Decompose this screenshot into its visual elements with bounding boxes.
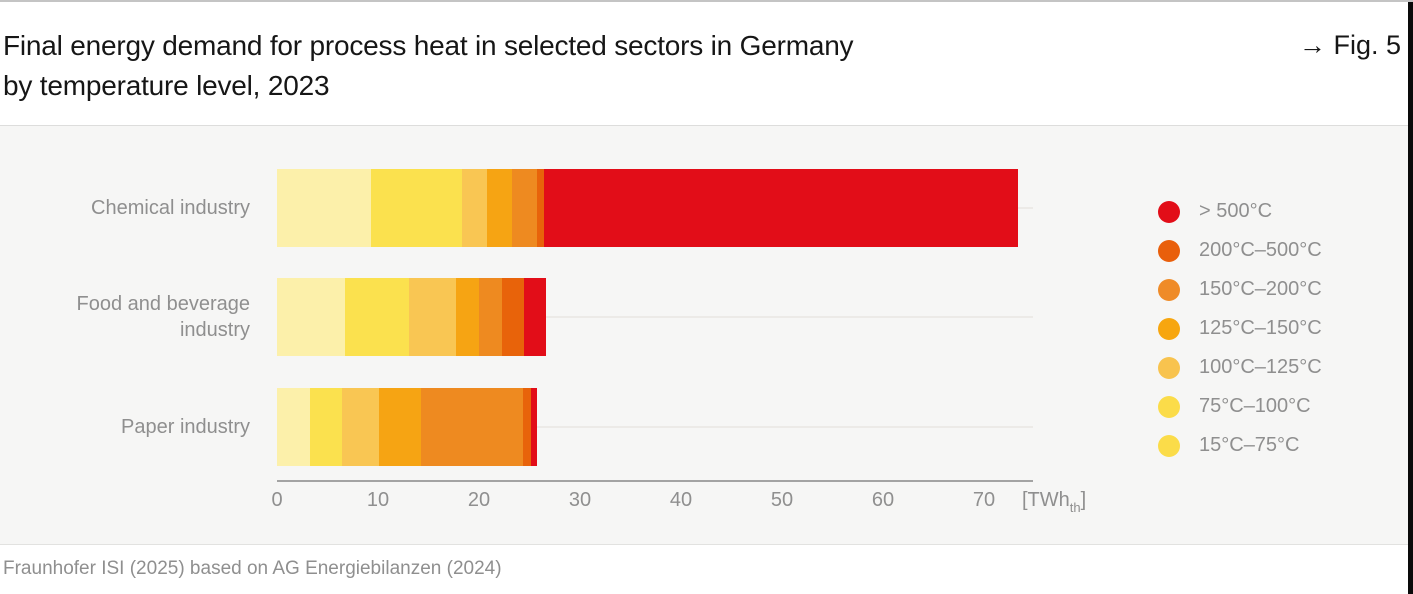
unit-prefix: [TWh <box>1022 489 1070 511</box>
legend-color-dot-icon <box>1158 200 1180 223</box>
legend-label: 150°C–200°C <box>1199 278 1322 300</box>
x-axis-tick-label: 0 <box>271 489 283 511</box>
bar-food-and-beverage-industry <box>277 278 546 356</box>
unit-subscript: th <box>1069 500 1081 515</box>
legend-row: 75°C–100°C <box>1158 387 1322 426</box>
legend-row: > 500°C <box>1158 192 1322 231</box>
legend-row: 150°C–200°C <box>1158 270 1322 309</box>
legend-row: 15°C–75°C <box>1158 426 1322 465</box>
bar-paper-industry <box>277 388 537 466</box>
right-edge-black-bar <box>1408 2 1413 594</box>
bar-segment <box>277 388 311 466</box>
bar-segment <box>461 169 488 247</box>
row-gridline <box>277 426 1033 428</box>
x-axis-tick-label: 70 <box>972 489 996 511</box>
x-axis-tick-label: 10 <box>366 489 390 511</box>
bar-segment <box>524 278 546 356</box>
x-axis-tick-label: 60 <box>871 489 895 511</box>
legend-row: 100°C–125°C <box>1158 348 1322 387</box>
legend-color-dot-icon <box>1158 317 1180 340</box>
bar-segment <box>370 169 462 247</box>
legend-label: 200°C–500°C <box>1199 239 1322 261</box>
bar-segment <box>523 388 532 466</box>
x-axis-line <box>277 480 1033 482</box>
x-axis-tick-label: 20 <box>467 489 491 511</box>
x-axis-tick-label: 50 <box>770 489 794 511</box>
unit-suffix: ] <box>1080 489 1087 511</box>
row-gridline <box>277 316 1033 318</box>
bar-segment <box>543 169 1019 247</box>
bar-segment <box>344 278 410 356</box>
bar-chemical-industry <box>277 169 1019 247</box>
category-label-chemical-industry: Chemical industry <box>91 197 250 219</box>
legend: > 500°C 200°C–500°C 150°C–200°C 125°C–150°C… <box>1158 192 1322 465</box>
bar-segment <box>512 169 537 247</box>
legend-color-dot-icon <box>1158 239 1180 262</box>
x-axis-tick-label: 30 <box>568 489 592 511</box>
bar-segment <box>421 388 524 466</box>
legend-label: 15°C–75°C <box>1199 434 1300 456</box>
bar-segment <box>378 388 422 466</box>
legend-color-dot-icon <box>1158 356 1180 379</box>
bar-segment <box>478 278 503 356</box>
legend-label: 75°C–100°C <box>1199 395 1311 417</box>
legend-color-dot-icon <box>1158 395 1180 418</box>
bar-segment <box>502 278 525 356</box>
bar-segment <box>277 169 371 247</box>
legend-label: 125°C–150°C <box>1199 317 1322 339</box>
bar-segment <box>536 169 544 247</box>
x-axis-tick-label: 40 <box>669 489 693 511</box>
legend-label: 100°C–125°C <box>1199 356 1322 378</box>
legend-label: > 500°C <box>1199 200 1273 222</box>
bar-segment <box>341 388 379 466</box>
legend-color-dot-icon <box>1158 434 1180 457</box>
chart-panel: Chemical industry Food and beverage indu… <box>0 125 1408 545</box>
category-label-food-and-beverage-industry: Food and beverage industry <box>76 293 250 341</box>
category-label-paper-industry: Paper industry <box>121 416 250 438</box>
legend-row: 200°C–500°C <box>1158 231 1322 270</box>
bar-segment <box>277 278 345 356</box>
bar-segment <box>455 278 479 356</box>
page-title-line1: Final energy demand for process heat in … <box>3 30 854 61</box>
bar-segment <box>409 278 456 356</box>
source-attribution: Fraunhofer ISI (2025) based on AG Energi… <box>3 558 502 579</box>
page-title-line2: by temperature level, 2023 <box>3 70 330 101</box>
legend-color-dot-icon <box>1158 278 1180 301</box>
bar-segment <box>531 388 537 466</box>
page-title: Final energy demand for process heat in … <box>3 26 1103 106</box>
legend-row: 125°C–150°C <box>1158 309 1322 348</box>
figure-number-label: → Fig. 5 <box>1298 30 1401 60</box>
bar-segment <box>487 169 513 247</box>
bar-segment <box>310 388 342 466</box>
x-axis-unit-label: [TWhth] <box>1022 489 1086 515</box>
